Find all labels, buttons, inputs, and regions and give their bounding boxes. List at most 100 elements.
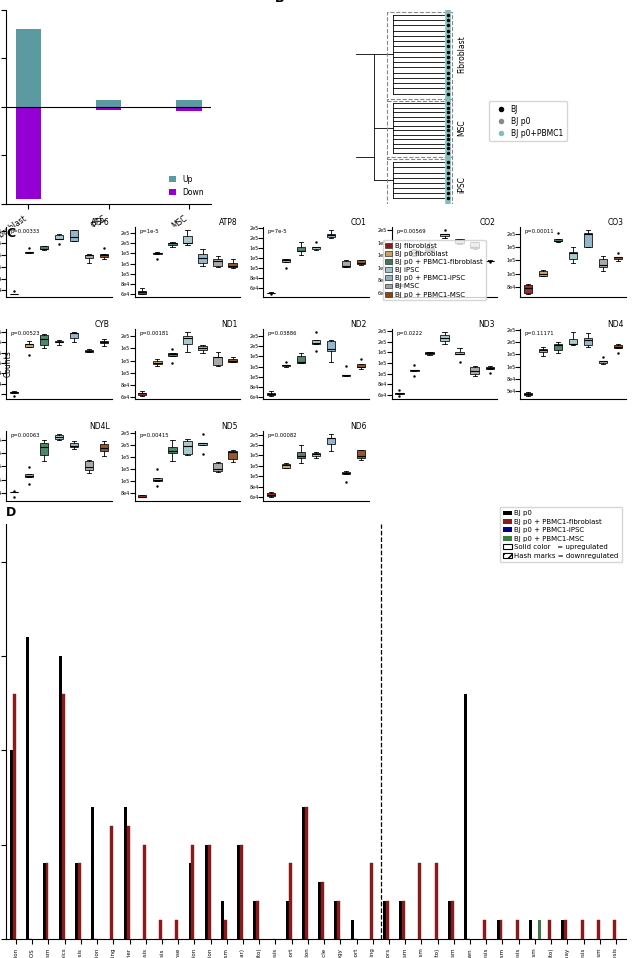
Bar	[435, 863, 437, 939]
Bar	[221, 901, 224, 939]
PathPatch shape	[70, 443, 78, 446]
Bar	[75, 863, 78, 939]
Bar	[418, 863, 422, 939]
Text: ND6: ND6	[350, 422, 367, 430]
Text: CYB: CYB	[95, 320, 109, 329]
PathPatch shape	[267, 492, 275, 496]
Bar	[78, 863, 81, 939]
Text: p=0.00523: p=0.00523	[11, 331, 40, 336]
Bar	[581, 920, 583, 939]
Bar	[597, 920, 600, 939]
Bar	[10, 750, 13, 939]
PathPatch shape	[85, 255, 94, 258]
Bar	[383, 901, 386, 939]
Text: p=0.00181: p=0.00181	[139, 331, 169, 336]
Text: p=0.00333: p=0.00333	[11, 229, 40, 235]
Bar	[96, 101, 121, 106]
PathPatch shape	[297, 356, 305, 363]
Text: p=1e-5: p=1e-5	[139, 229, 159, 235]
PathPatch shape	[138, 290, 147, 294]
Bar	[564, 920, 568, 939]
Bar	[451, 901, 454, 939]
Bar	[538, 920, 541, 939]
Bar	[224, 920, 227, 939]
Bar	[159, 920, 162, 939]
Bar	[59, 656, 62, 939]
PathPatch shape	[312, 453, 320, 456]
PathPatch shape	[456, 352, 464, 354]
PathPatch shape	[198, 254, 207, 262]
Bar	[62, 694, 64, 939]
PathPatch shape	[100, 341, 108, 343]
PathPatch shape	[40, 335, 48, 345]
PathPatch shape	[214, 463, 222, 471]
Bar	[188, 863, 191, 939]
PathPatch shape	[554, 344, 562, 351]
Legend: BJ, BJ p0, BJ p0+PBMC1: BJ, BJ p0, BJ p0+PBMC1	[489, 101, 567, 142]
PathPatch shape	[85, 461, 94, 470]
Bar	[483, 920, 486, 939]
Bar	[351, 920, 354, 939]
Text: CO1: CO1	[351, 218, 367, 227]
Bar	[159, 920, 162, 939]
Bar	[143, 845, 146, 939]
PathPatch shape	[327, 341, 335, 352]
Bar	[240, 845, 243, 939]
PathPatch shape	[153, 253, 162, 254]
Bar	[399, 901, 402, 939]
Bar	[499, 920, 502, 939]
Bar	[499, 920, 502, 939]
Bar	[597, 920, 600, 939]
PathPatch shape	[85, 350, 94, 352]
Bar	[286, 901, 289, 939]
PathPatch shape	[183, 335, 191, 344]
Bar	[529, 920, 532, 939]
PathPatch shape	[614, 345, 623, 348]
Text: B: B	[275, 0, 284, 5]
PathPatch shape	[214, 356, 222, 365]
Text: Counts: Counts	[3, 351, 12, 377]
PathPatch shape	[214, 260, 222, 265]
PathPatch shape	[198, 443, 207, 445]
PathPatch shape	[297, 247, 305, 251]
PathPatch shape	[297, 452, 305, 458]
PathPatch shape	[470, 242, 479, 248]
PathPatch shape	[312, 340, 320, 344]
PathPatch shape	[410, 250, 418, 255]
PathPatch shape	[538, 271, 547, 276]
PathPatch shape	[168, 447, 176, 453]
PathPatch shape	[584, 233, 592, 246]
PathPatch shape	[410, 370, 418, 371]
Bar	[143, 845, 146, 939]
PathPatch shape	[599, 260, 607, 267]
PathPatch shape	[614, 258, 623, 260]
PathPatch shape	[267, 393, 275, 395]
Bar	[613, 920, 616, 939]
Bar	[435, 863, 437, 939]
Text: MSC: MSC	[457, 120, 466, 136]
PathPatch shape	[100, 445, 108, 450]
Bar	[253, 901, 257, 939]
Bar	[46, 863, 49, 939]
PathPatch shape	[100, 254, 108, 257]
Text: p=0.00011: p=0.00011	[525, 229, 554, 235]
Bar	[548, 920, 551, 939]
Bar	[289, 863, 292, 939]
Bar	[561, 920, 564, 939]
Bar	[337, 901, 340, 939]
Bar	[386, 901, 389, 939]
Bar	[27, 637, 29, 939]
Bar	[613, 920, 616, 939]
Text: Fibroblast: Fibroblast	[457, 35, 466, 73]
Bar	[176, 106, 202, 110]
PathPatch shape	[40, 444, 48, 455]
PathPatch shape	[70, 333, 78, 338]
Bar	[224, 920, 227, 939]
Bar	[126, 826, 130, 939]
Text: p=0.03886: p=0.03886	[267, 331, 297, 336]
Bar	[191, 845, 195, 939]
PathPatch shape	[198, 346, 207, 350]
Bar	[418, 863, 422, 939]
Bar	[46, 863, 49, 939]
PathPatch shape	[229, 451, 237, 459]
